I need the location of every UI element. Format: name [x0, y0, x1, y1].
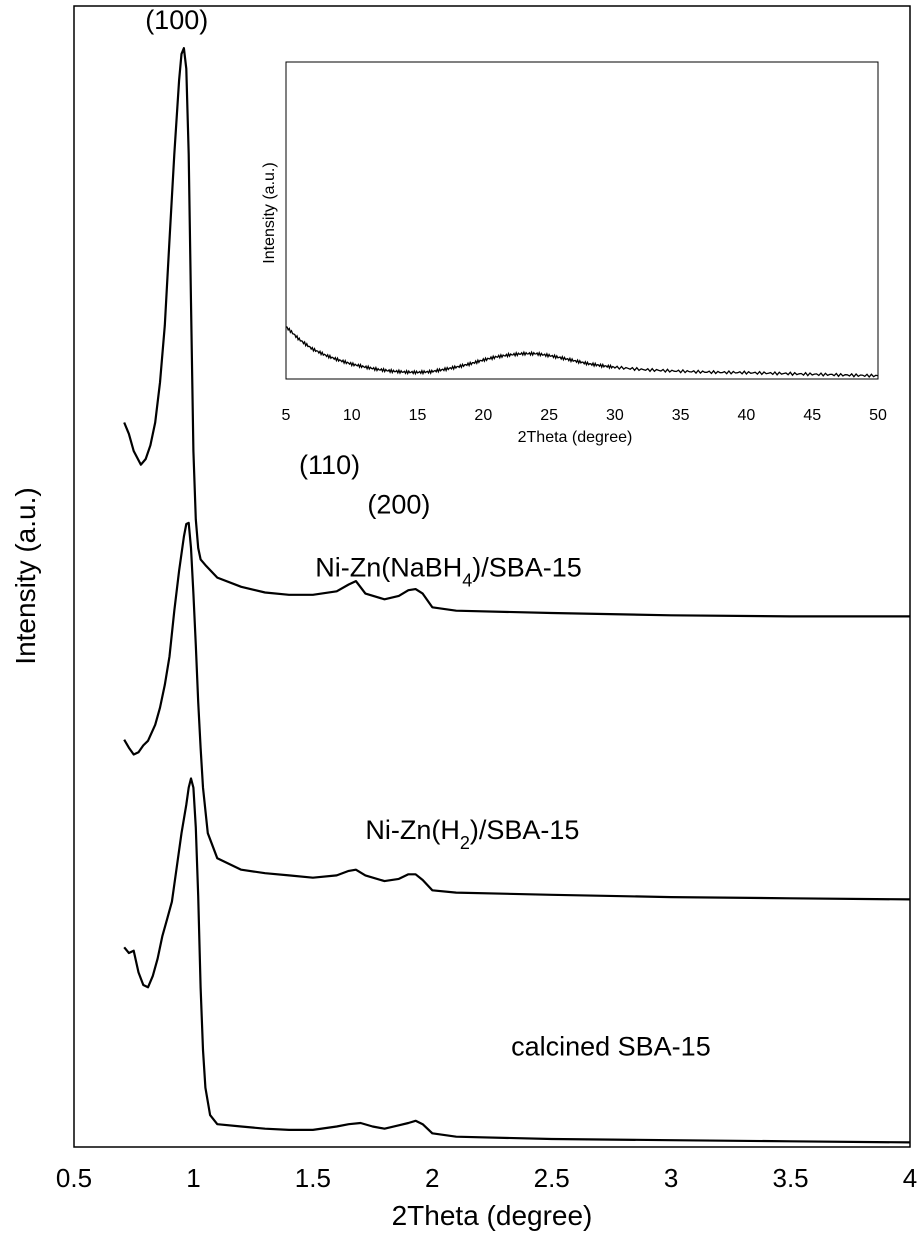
inset-x-tick-label: 20: [474, 407, 492, 424]
peak-label: (110): [299, 450, 360, 480]
series-label: calcined SBA-15: [511, 1032, 711, 1062]
series-labels: Ni-Zn(NaBH4)/SBA-15 Ni-Zn(H2)/SBA-15 calci…: [315, 553, 710, 1062]
x-axis-title: 2Theta (degree): [392, 1200, 593, 1231]
inset-x-axis-title: 2Theta (degree): [518, 429, 633, 446]
inset-y-axis-title: Intensity (a.u.): [261, 162, 278, 263]
x-axis-ticks: 0.5 1 1.5 2 2.5 3 3.5 4: [56, 1163, 917, 1193]
x-tick-label: 1: [186, 1163, 200, 1193]
x-tick-label: 3: [664, 1163, 678, 1193]
x-tick-label: 2.5: [534, 1163, 570, 1193]
inset-x-tick-label: 5: [282, 407, 291, 424]
peak-label: (200): [367, 490, 430, 520]
series-label: Ni-Zn(H2)/SBA-15: [365, 815, 579, 853]
inset-x-tick-label: 10: [343, 407, 361, 424]
inset-x-axis-ticks: 5 10 15 20 25 30 35 40 45 50: [282, 407, 887, 424]
x-tick-label: 0.5: [56, 1163, 92, 1193]
inset-x-tick-label: 50: [869, 407, 887, 424]
x-tick-label: 4: [903, 1163, 917, 1193]
inset-x-tick-label: 15: [409, 407, 427, 424]
inset-x-tick-label: 45: [803, 407, 821, 424]
inset-x-tick-label: 40: [738, 407, 756, 424]
inset-x-tick-label: 30: [606, 407, 624, 424]
series-label: Ni-Zn(NaBH4)/SBA-15: [315, 553, 582, 591]
inset-frame: [286, 62, 878, 379]
peak-label: (100): [145, 5, 208, 35]
inset-x-tick-label: 25: [540, 407, 558, 424]
x-tick-label: 1.5: [295, 1163, 331, 1193]
y-axis-title: Intensity (a.u.): [10, 487, 41, 664]
inset-chart: 5 10 15 20 25 30 35 40 45 50 2Theta (degree) Inte…: [261, 62, 887, 446]
inset-x-tick-label: 35: [672, 407, 690, 424]
x-tick-label: 3.5: [772, 1163, 808, 1193]
x-tick-label: 2: [425, 1163, 439, 1193]
